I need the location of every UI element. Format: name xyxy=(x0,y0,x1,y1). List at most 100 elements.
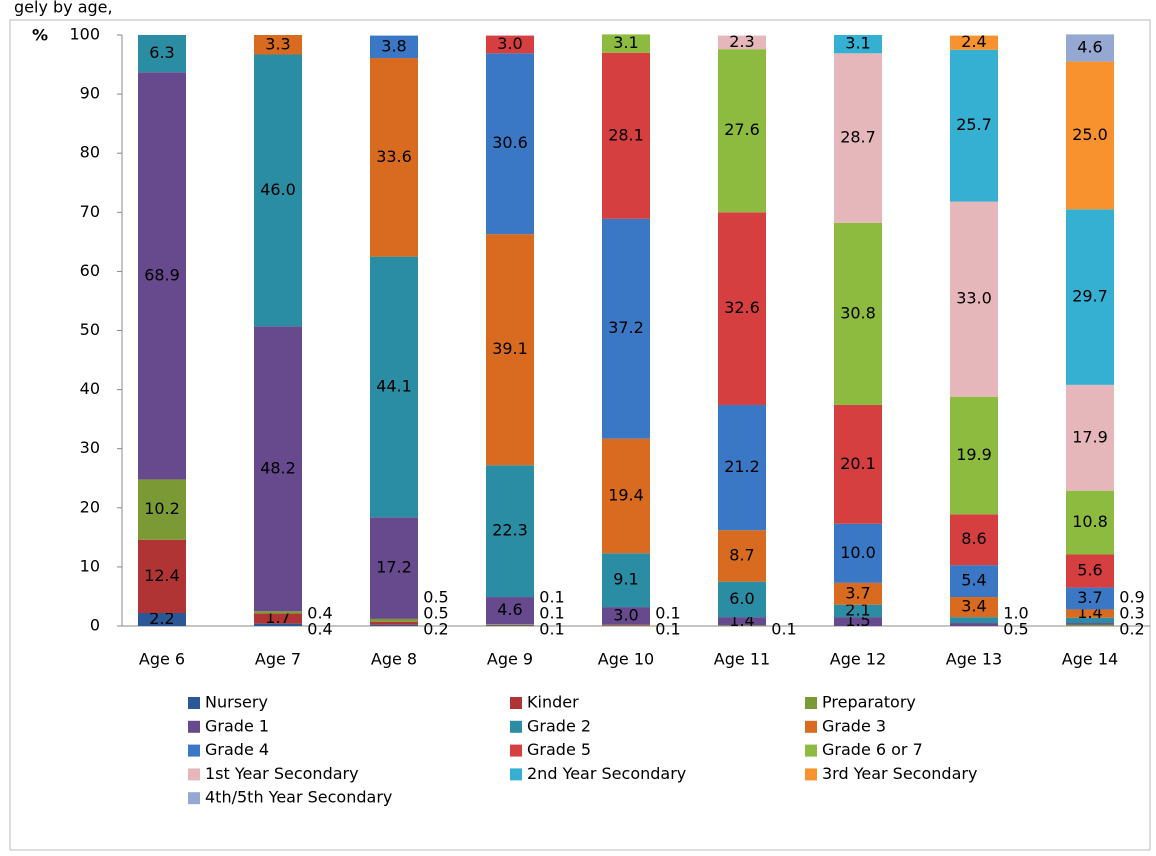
bar-segment xyxy=(138,35,186,73)
bar-segment xyxy=(254,54,302,327)
value-label: 2.1 xyxy=(845,600,870,619)
value-label: 30.8 xyxy=(840,303,876,322)
bar-segment xyxy=(254,613,302,624)
value-label: 25.7 xyxy=(956,115,992,134)
bar-segment xyxy=(602,52,650,219)
value-label: 0.1 xyxy=(539,620,564,639)
y-axis-label: % xyxy=(32,26,48,45)
value-label: 6.3 xyxy=(149,43,174,62)
x-tick-label: Age 13 xyxy=(946,650,1002,669)
value-label: 3.4 xyxy=(961,597,986,616)
legend-label: Preparatory xyxy=(822,693,916,712)
bar-segment xyxy=(1066,209,1114,385)
value-label: 0.2 xyxy=(423,620,448,639)
legend-swatch xyxy=(188,720,200,733)
value-label: 3.1 xyxy=(845,34,870,53)
legend-swatch xyxy=(188,768,200,781)
legend-label: 4th/5th Year Secondary xyxy=(205,788,392,807)
bar-segment xyxy=(718,35,766,50)
legend-swatch xyxy=(510,768,522,781)
bar-segment xyxy=(486,597,534,625)
value-label: 3.8 xyxy=(381,36,406,55)
bar-segment xyxy=(834,582,882,605)
value-label: 3.7 xyxy=(845,583,870,602)
value-label: 4.6 xyxy=(1077,38,1102,57)
legend-label: Grade 6 or 7 xyxy=(822,740,923,759)
value-label: 4.6 xyxy=(497,600,522,619)
bar-segment xyxy=(1066,609,1114,618)
x-tick-label: Age 8 xyxy=(371,650,417,669)
value-label: 32.6 xyxy=(724,298,760,317)
bar-segment xyxy=(718,617,766,626)
bar-segment xyxy=(718,404,766,531)
bar-segment xyxy=(718,625,766,626)
value-label: 10.2 xyxy=(144,499,180,518)
bar-segment xyxy=(718,49,766,213)
value-label: 9.1 xyxy=(613,570,638,589)
y-tick-label: 70 xyxy=(80,202,100,221)
bar-segment xyxy=(1066,554,1114,588)
bar-segment xyxy=(486,625,534,626)
value-label: 0.5 xyxy=(423,588,448,607)
bar-segment xyxy=(138,479,186,540)
bar-segment xyxy=(370,618,418,622)
bar-segment xyxy=(486,624,534,625)
value-label: 19.4 xyxy=(608,485,644,504)
bar-segment xyxy=(370,517,418,619)
bar-segment xyxy=(602,438,650,554)
value-label: 10.0 xyxy=(840,543,876,562)
value-label: 30.6 xyxy=(492,133,528,152)
legend-swatch xyxy=(188,697,200,709)
value-label: 46.0 xyxy=(260,180,296,199)
value-label: 0.5 xyxy=(423,604,448,623)
value-label: 0.5 xyxy=(1003,620,1028,639)
legend-label: Grade 3 xyxy=(822,716,886,735)
legend-swatch xyxy=(188,744,200,757)
value-label: 20.1 xyxy=(840,454,876,473)
bar-segment xyxy=(254,623,302,626)
bar-segment xyxy=(1066,490,1114,555)
value-label: 10.8 xyxy=(1072,512,1108,531)
value-label: 28.1 xyxy=(608,125,644,144)
x-tick-label: Age 12 xyxy=(830,650,886,669)
bar-segment xyxy=(254,35,302,55)
legend-swatch xyxy=(510,697,522,709)
bar-segment xyxy=(486,465,534,598)
bar-segment xyxy=(834,617,882,626)
bar-segment xyxy=(486,624,534,626)
bar-segment xyxy=(718,581,766,618)
x-tick-label: Age 7 xyxy=(255,650,301,669)
legend-label: 3rd Year Secondary xyxy=(822,764,977,783)
value-label: 28.7 xyxy=(840,128,876,147)
bar-segment xyxy=(602,553,650,608)
bar-segment xyxy=(950,623,998,626)
bar-segment xyxy=(486,35,534,54)
bar-segment xyxy=(254,611,302,614)
y-tick-label: 90 xyxy=(80,84,100,103)
y-tick-label: 50 xyxy=(80,320,100,339)
value-label: 3.3 xyxy=(265,34,290,53)
bar-segment xyxy=(602,624,650,626)
bar-segment xyxy=(1066,61,1114,210)
value-label: 2.2 xyxy=(149,609,174,628)
value-label: 48.2 xyxy=(260,458,296,477)
value-label: 29.7 xyxy=(1072,287,1108,306)
legend-swatch xyxy=(188,792,200,805)
legend-swatch xyxy=(805,720,817,733)
y-tick-label: 20 xyxy=(80,497,100,516)
value-label: 12.4 xyxy=(144,566,180,585)
bar-segment xyxy=(1066,34,1114,62)
y-tick-label: 30 xyxy=(80,438,100,457)
value-label: 0.1 xyxy=(539,588,564,607)
bar-segment xyxy=(718,530,766,582)
value-label: 19.9 xyxy=(956,445,992,464)
bar-segment xyxy=(950,201,998,397)
x-tick-label: Age 10 xyxy=(598,650,654,669)
legend-swatch xyxy=(805,697,817,709)
bar-segment xyxy=(950,597,998,618)
legend-label: Grade 4 xyxy=(205,740,269,759)
bar-segment xyxy=(602,607,650,625)
bar-segment xyxy=(602,34,650,53)
legend-label: Grade 5 xyxy=(527,740,591,759)
